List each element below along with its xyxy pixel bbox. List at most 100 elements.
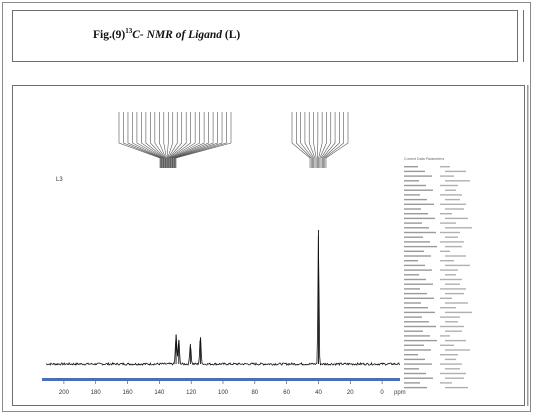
- param-row-value: [445, 321, 458, 323]
- peak-label-leader: [141, 112, 164, 168]
- param-row-value: [440, 184, 458, 187]
- caption-italic: C- NMR of Ligand: [132, 28, 223, 41]
- x-axis-tick-label: 0: [380, 390, 384, 396]
- param-row-value: [440, 372, 466, 375]
- param-row-key: [404, 354, 418, 356]
- param-row-key: [404, 180, 419, 182]
- peak-label-leader: [136, 112, 163, 168]
- param-row-value: [445, 339, 466, 342]
- x-axis-tick-label: 120: [186, 390, 197, 396]
- param-row-value: [445, 227, 472, 229]
- param-row-key: [404, 227, 429, 229]
- param-row-key: [404, 203, 434, 205]
- param-row-key: [404, 307, 428, 309]
- param-row-key: [404, 302, 421, 304]
- param-row-value: [440, 175, 454, 177]
- param-row-key: [404, 292, 427, 295]
- param-row-key: [404, 325, 436, 328]
- peak-label-leader: [150, 112, 165, 168]
- param-row-key: [404, 269, 432, 271]
- peak-label-leader: [145, 112, 165, 168]
- peak-label-leader: [173, 112, 218, 168]
- param-row-key: [404, 236, 423, 238]
- param-row-key: [404, 377, 433, 379]
- peak-label-leader: [174, 112, 223, 168]
- param-row-value: [445, 274, 456, 276]
- peak-label-leader: [170, 112, 196, 168]
- peak-label-leader: [166, 112, 169, 168]
- param-row-value: [445, 217, 468, 220]
- figure-caption-box: [12, 10, 518, 62]
- param-row-key: [404, 170, 425, 173]
- peak-label-leader: [118, 112, 161, 168]
- peak-label-leader: [168, 112, 178, 168]
- peak-label-leader: [319, 112, 327, 168]
- params-title: Current Data Parameters: [404, 157, 444, 161]
- param-row-value: [445, 302, 468, 304]
- param-row-value: [440, 363, 462, 365]
- peak-label-leader: [324, 112, 344, 168]
- param-row-value: [445, 180, 470, 182]
- param-row-value: [440, 354, 458, 356]
- param-row-value: [445, 189, 456, 191]
- peak-label-leader: [171, 112, 200, 168]
- param-row-key: [404, 382, 420, 384]
- param-row-key: [404, 386, 427, 389]
- peak-label-leader: [169, 112, 187, 168]
- param-row-value: [445, 386, 468, 389]
- peak-label-leader: [154, 112, 166, 168]
- x-axis-tick-label: 160: [123, 390, 134, 396]
- peak-label-leader: [175, 112, 227, 168]
- param-row-value: [445, 283, 460, 285]
- param-row-value: [445, 208, 464, 210]
- param-row-key: [404, 184, 426, 187]
- param-row-value: [440, 382, 452, 384]
- param-row-value: [445, 368, 460, 370]
- param-row-key: [404, 231, 436, 234]
- param-row-key: [404, 217, 435, 220]
- x-axis-tick-label: 200: [59, 390, 70, 396]
- param-row-value: [445, 377, 464, 379]
- param-row-key: [404, 335, 430, 337]
- peak-label-leader: [167, 112, 174, 168]
- param-row-key: [404, 297, 434, 299]
- param-row-key: [404, 194, 420, 196]
- param-row-key: [404, 250, 424, 252]
- page-frame: [2, 2, 531, 412]
- param-row-value: [440, 231, 460, 234]
- param-row-value: [440, 166, 450, 168]
- param-row-value: [445, 349, 470, 351]
- param-row-value: [440, 222, 456, 224]
- param-row-key: [404, 175, 432, 177]
- param-row-value: [440, 335, 450, 337]
- param-row-value: [445, 311, 472, 314]
- param-row-key: [404, 241, 430, 243]
- param-row-key: [404, 208, 421, 210]
- peak-label-leader: [132, 112, 163, 168]
- param-row-key: [404, 189, 433, 191]
- acquisition-parameters-panel: [404, 166, 472, 389]
- peak-label-leader: [308, 112, 316, 168]
- param-row-value: [445, 245, 462, 248]
- peak-label-leader: [318, 112, 323, 168]
- spectrum-trace: [45, 236, 400, 367]
- param-row-value: [440, 344, 454, 346]
- peak-label-leader: [123, 112, 161, 168]
- param-row-value: [445, 264, 470, 267]
- param-row-key: [404, 316, 422, 318]
- param-row-value: [445, 236, 458, 238]
- peak-label-leader: [172, 112, 209, 168]
- param-row-key: [404, 255, 431, 257]
- param-row-key: [404, 358, 425, 361]
- peak-label-leader: [163, 112, 167, 168]
- caption-superscript: 13: [125, 27, 133, 35]
- param-row-value: [440, 288, 466, 290]
- peak-label-leader: [323, 112, 340, 168]
- param-row-key: [404, 363, 432, 365]
- param-row-value: [445, 330, 462, 332]
- param-row-key: [404, 166, 418, 168]
- caption-prefix: Fig.(9): [93, 28, 126, 41]
- x-axis-tick-label: 80: [251, 390, 258, 396]
- peak-label-leader: [291, 112, 311, 168]
- param-row-value: [445, 255, 466, 257]
